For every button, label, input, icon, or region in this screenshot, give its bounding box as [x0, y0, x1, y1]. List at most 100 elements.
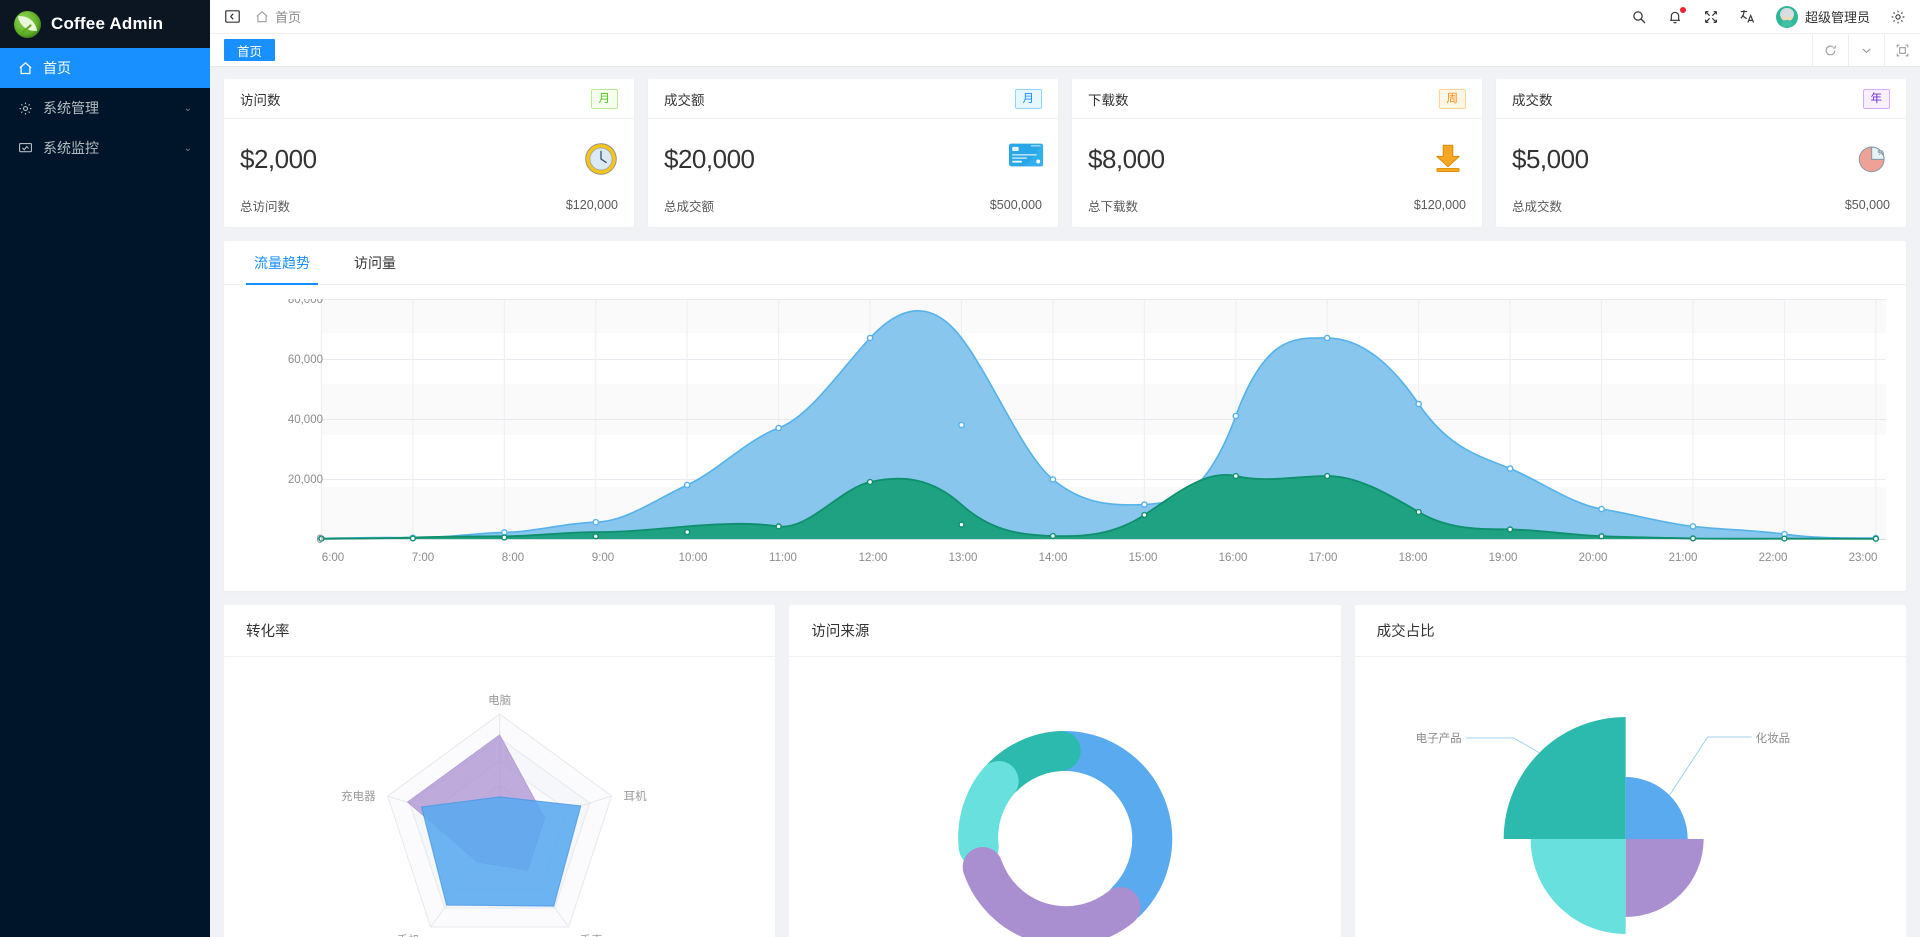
user-menu[interactable]: 超级管理员 — [1775, 5, 1870, 28]
stat-card-body: $8,000 — [1072, 119, 1482, 183]
sidebar-menu: 首页 系统管理 ⌄ 系统监控 — [0, 48, 210, 168]
stat-card-footer: 总下载数 $120,000 — [1072, 183, 1482, 227]
visit-source-card: 访问来源 — [789, 605, 1341, 937]
card-header: 访问来源 — [789, 605, 1341, 657]
user-name: 超级管理员 — [1804, 10, 1870, 25]
stat-card-foot-value: $500,000 — [989, 198, 1042, 212]
stat-card-foot-value: $120,000 — [1413, 198, 1466, 212]
leaf-logo-icon — [14, 10, 41, 38]
stat-card-foot-value: $50,000 — [1844, 198, 1890, 212]
sidebar-item-home[interactable]: 首页 — [0, 48, 210, 88]
radar-chart[interactable]: 电脑 耳机 手表 手机 充电器 — [224, 657, 775, 937]
main-area: 首页 — [210, 0, 1920, 937]
card-header: 成交占比 — [1354, 605, 1906, 657]
translate-icon[interactable] — [1739, 8, 1756, 25]
breadcrumb: 首页 — [255, 7, 301, 26]
stat-card-title: 成交数 — [1512, 92, 1553, 108]
tabbar-controls — [1812, 34, 1920, 66]
stat-card-body: $2,000 — [224, 119, 634, 183]
bell-icon[interactable] — [1667, 6, 1686, 25]
traffic-trend-chart[interactable]: 80,000 60,000 40,000 20,000 0 6:00 7:00 8… — [224, 285, 1906, 591]
breadcrumb-item[interactable]: 首页 — [275, 10, 302, 25]
tab-visits[interactable]: 访问量 — [354, 254, 396, 271]
chevron-down-icon[interactable] — [1848, 34, 1884, 66]
home-icon — [18, 61, 33, 76]
deal-proportion-card: 成交占比 — [1354, 605, 1906, 937]
sidebar: Coffee Admin 首页 系统管理 ⌄ — [0, 0, 210, 937]
stat-card-body: $20,000 — [648, 119, 1058, 183]
stat-card-value: $5,000 — [1512, 143, 1589, 174]
gear-icon[interactable] — [1890, 9, 1906, 25]
sidebar-item-label: 系统监控 — [43, 140, 99, 156]
topbar-icons: 超级管理员 — [1631, 5, 1906, 28]
collapse-menu-icon[interactable] — [224, 8, 241, 25]
trend-card: 流量趋势 访问量 — [224, 241, 1906, 591]
topbar: 首页 — [210, 0, 1920, 34]
status-badge: 月 — [590, 88, 618, 109]
search-icon[interactable] — [1631, 9, 1647, 25]
status-badge: 年 — [1862, 88, 1890, 109]
tab-traffic-trend[interactable]: 流量趋势 — [246, 241, 318, 285]
sidebar-item-system-monitor[interactable]: 系统监控 ⌄ — [0, 128, 210, 168]
stat-card-title: 成交额 — [664, 92, 705, 108]
avatar — [1775, 5, 1798, 28]
chevron-down-icon[interactable]: ⌄ — [183, 142, 192, 154]
brand-title: Coffee Admin — [51, 14, 164, 33]
svg-text:电脑: 电脑 — [488, 694, 511, 707]
svg-text:%: % — [1877, 148, 1884, 157]
stat-card-footer: 总访问数 $120,000 — [224, 183, 634, 227]
stat-card-visits: 访问数 月 $2,000 — [224, 79, 634, 227]
stat-card-title: 下载数 — [1088, 92, 1129, 108]
trend-tab-list: 流量趋势 访问量 — [224, 241, 1906, 285]
stat-card-header: 成交数 年 — [1496, 79, 1906, 119]
stat-card-foot-label: 总访问数 — [240, 199, 291, 214]
tabbar-spacer — [289, 34, 1812, 66]
content-scroll[interactable]: 访问数 月 $2,000 — [210, 67, 1920, 937]
credit-card-icon — [1008, 142, 1044, 176]
chevron-down-icon[interactable]: ⌄ — [183, 102, 192, 114]
sidebar-item-label: 系统管理 — [43, 100, 99, 116]
conversion-rate-card: 转化率 — [224, 605, 776, 937]
card-title: 成交占比 — [1376, 624, 1435, 640]
donut-chart[interactable] — [789, 657, 1340, 937]
stat-card-deals: 成交数 年 $5,000 % — [1496, 79, 1906, 227]
stat-card-value: $2,000 — [240, 143, 317, 174]
notification-badge — [1679, 6, 1686, 13]
tab-list: 首页 — [210, 34, 289, 66]
stat-card-header: 成交额 月 — [648, 79, 1058, 119]
stat-card-header: 访问数 月 — [224, 79, 634, 119]
fullscreen-content-icon[interactable] — [1884, 34, 1920, 66]
stat-card-value: $20,000 — [664, 143, 755, 174]
stat-card-foot-value: $120,000 — [565, 198, 618, 212]
stat-card-foot-label: 总成交数 — [1512, 199, 1563, 214]
card-title: 转化率 — [246, 624, 290, 640]
stat-card-body: $5,000 % — [1496, 119, 1906, 183]
refresh-icon[interactable] — [1812, 34, 1848, 66]
home-icon — [255, 10, 269, 24]
tab-home[interactable]: 首页 — [224, 39, 276, 61]
svg-text:充电器: 充电器 — [341, 789, 376, 803]
pie-percent-icon: % — [1856, 142, 1890, 176]
stat-card-title: 访问数 — [240, 92, 281, 108]
status-badge: 周 — [1438, 88, 1466, 109]
tabbar: 首页 — [210, 34, 1920, 67]
download-icon — [1432, 142, 1466, 176]
stat-card-header: 下载数 周 — [1072, 79, 1482, 119]
sidebar-item-system-management[interactable]: 系统管理 ⌄ — [0, 88, 210, 128]
brand[interactable]: Coffee Admin — [0, 0, 210, 48]
card-title: 访问来源 — [811, 624, 870, 640]
sidebar-item-label: 首页 — [43, 60, 71, 76]
rose-chart[interactable]: 电子产品 化妆品 — [1355, 657, 1906, 937]
status-badge: 月 — [1014, 88, 1042, 109]
gear-icon — [18, 101, 33, 116]
stat-card-foot-label: 总成交额 — [664, 199, 715, 214]
stat-card-value: $8,000 — [1088, 143, 1165, 174]
card-header: 转化率 — [224, 605, 776, 657]
svg-text:手机: 手机 — [397, 933, 420, 937]
svg-text:手表: 手表 — [580, 933, 603, 937]
stat-card-footer: 总成交额 $500,000 — [648, 183, 1058, 227]
fullscreen-icon[interactable] — [1703, 9, 1719, 25]
svg-text:耳机: 耳机 — [624, 789, 647, 803]
svg-text:电子产品: 电子产品 — [1415, 731, 1461, 745]
